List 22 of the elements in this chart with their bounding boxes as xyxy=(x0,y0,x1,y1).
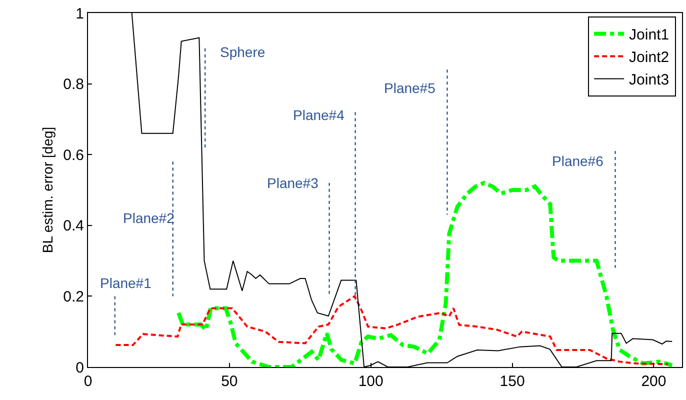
x-tick-label: 50 xyxy=(221,373,238,390)
legend-label: Joint3 xyxy=(629,72,670,89)
legend-label: Joint1 xyxy=(629,26,670,44)
annotation: Plane#2 xyxy=(123,210,175,226)
x-tick-label: 100 xyxy=(358,373,384,390)
x-tick-label: 200 xyxy=(641,373,666,390)
annotation: Plane#1 xyxy=(100,275,152,291)
y-tick-label: 1 xyxy=(76,5,84,22)
y-tick-label: 0.2 xyxy=(63,288,84,306)
annotation: Plane#4 xyxy=(293,107,345,123)
y-tick-label: 0.4 xyxy=(63,218,84,235)
annotation: Plane#3 xyxy=(267,175,319,191)
annotation: Plane#6 xyxy=(552,153,604,169)
legend-label: Joint2 xyxy=(629,49,670,66)
y-tick-label: 0.6 xyxy=(63,146,84,164)
y-axis-title: BL estim. error [deg] xyxy=(40,126,56,254)
line-series xyxy=(114,295,669,366)
x-tick-label: 150 xyxy=(500,373,525,390)
annotation: Sphere xyxy=(220,44,266,60)
y-tick-label: 0 xyxy=(76,359,84,376)
y-tick-label: 0.8 xyxy=(63,76,84,94)
annotation: Plane#5 xyxy=(384,80,436,96)
